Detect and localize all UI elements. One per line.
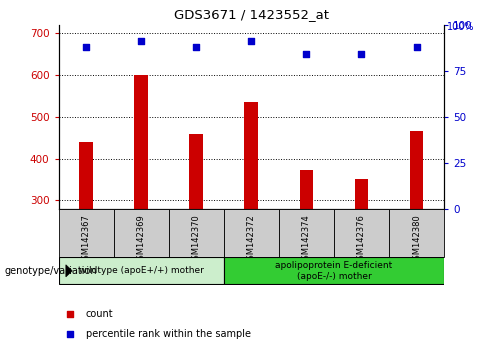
Point: [66, 331, 74, 337]
Bar: [134, 75, 148, 209]
Point: [66, 311, 74, 316]
Bar: [409, 131, 424, 209]
Point: [137, 39, 145, 44]
Point: [247, 39, 255, 44]
Point: [303, 51, 310, 57]
Text: GSM142380: GSM142380: [412, 215, 421, 266]
Bar: [169, 209, 224, 257]
Bar: [279, 209, 334, 257]
Bar: [355, 179, 368, 209]
Point: [413, 44, 421, 50]
Bar: [189, 133, 203, 209]
Text: wildtype (apoE+/+) mother: wildtype (apoE+/+) mother: [79, 266, 203, 275]
Bar: [114, 209, 169, 257]
Bar: [224, 209, 279, 257]
Bar: [300, 170, 313, 209]
Bar: [244, 102, 258, 209]
Text: GSM142374: GSM142374: [302, 215, 311, 266]
Text: GSM142367: GSM142367: [81, 215, 91, 266]
Text: genotype/variation: genotype/variation: [5, 266, 98, 276]
Text: GSM142376: GSM142376: [357, 215, 366, 266]
Bar: [334, 209, 389, 257]
Bar: [59, 257, 224, 284]
Text: GSM142370: GSM142370: [192, 215, 201, 266]
Polygon shape: [66, 265, 72, 277]
Title: GDS3671 / 1423552_at: GDS3671 / 1423552_at: [174, 8, 329, 21]
Text: percentile rank within the sample: percentile rank within the sample: [85, 329, 250, 339]
Bar: [224, 257, 444, 284]
Point: [82, 44, 90, 50]
Text: apolipoprotein E-deficient
(apoE-/-) mother: apolipoprotein E-deficient (apoE-/-) mot…: [275, 261, 392, 280]
Bar: [59, 209, 114, 257]
Bar: [79, 142, 93, 209]
Text: 100%: 100%: [447, 22, 474, 32]
Bar: [389, 209, 444, 257]
Point: [358, 51, 366, 57]
Text: GSM142372: GSM142372: [247, 215, 256, 266]
Text: GSM142369: GSM142369: [137, 215, 146, 266]
Point: [192, 44, 200, 50]
Text: count: count: [85, 309, 113, 319]
